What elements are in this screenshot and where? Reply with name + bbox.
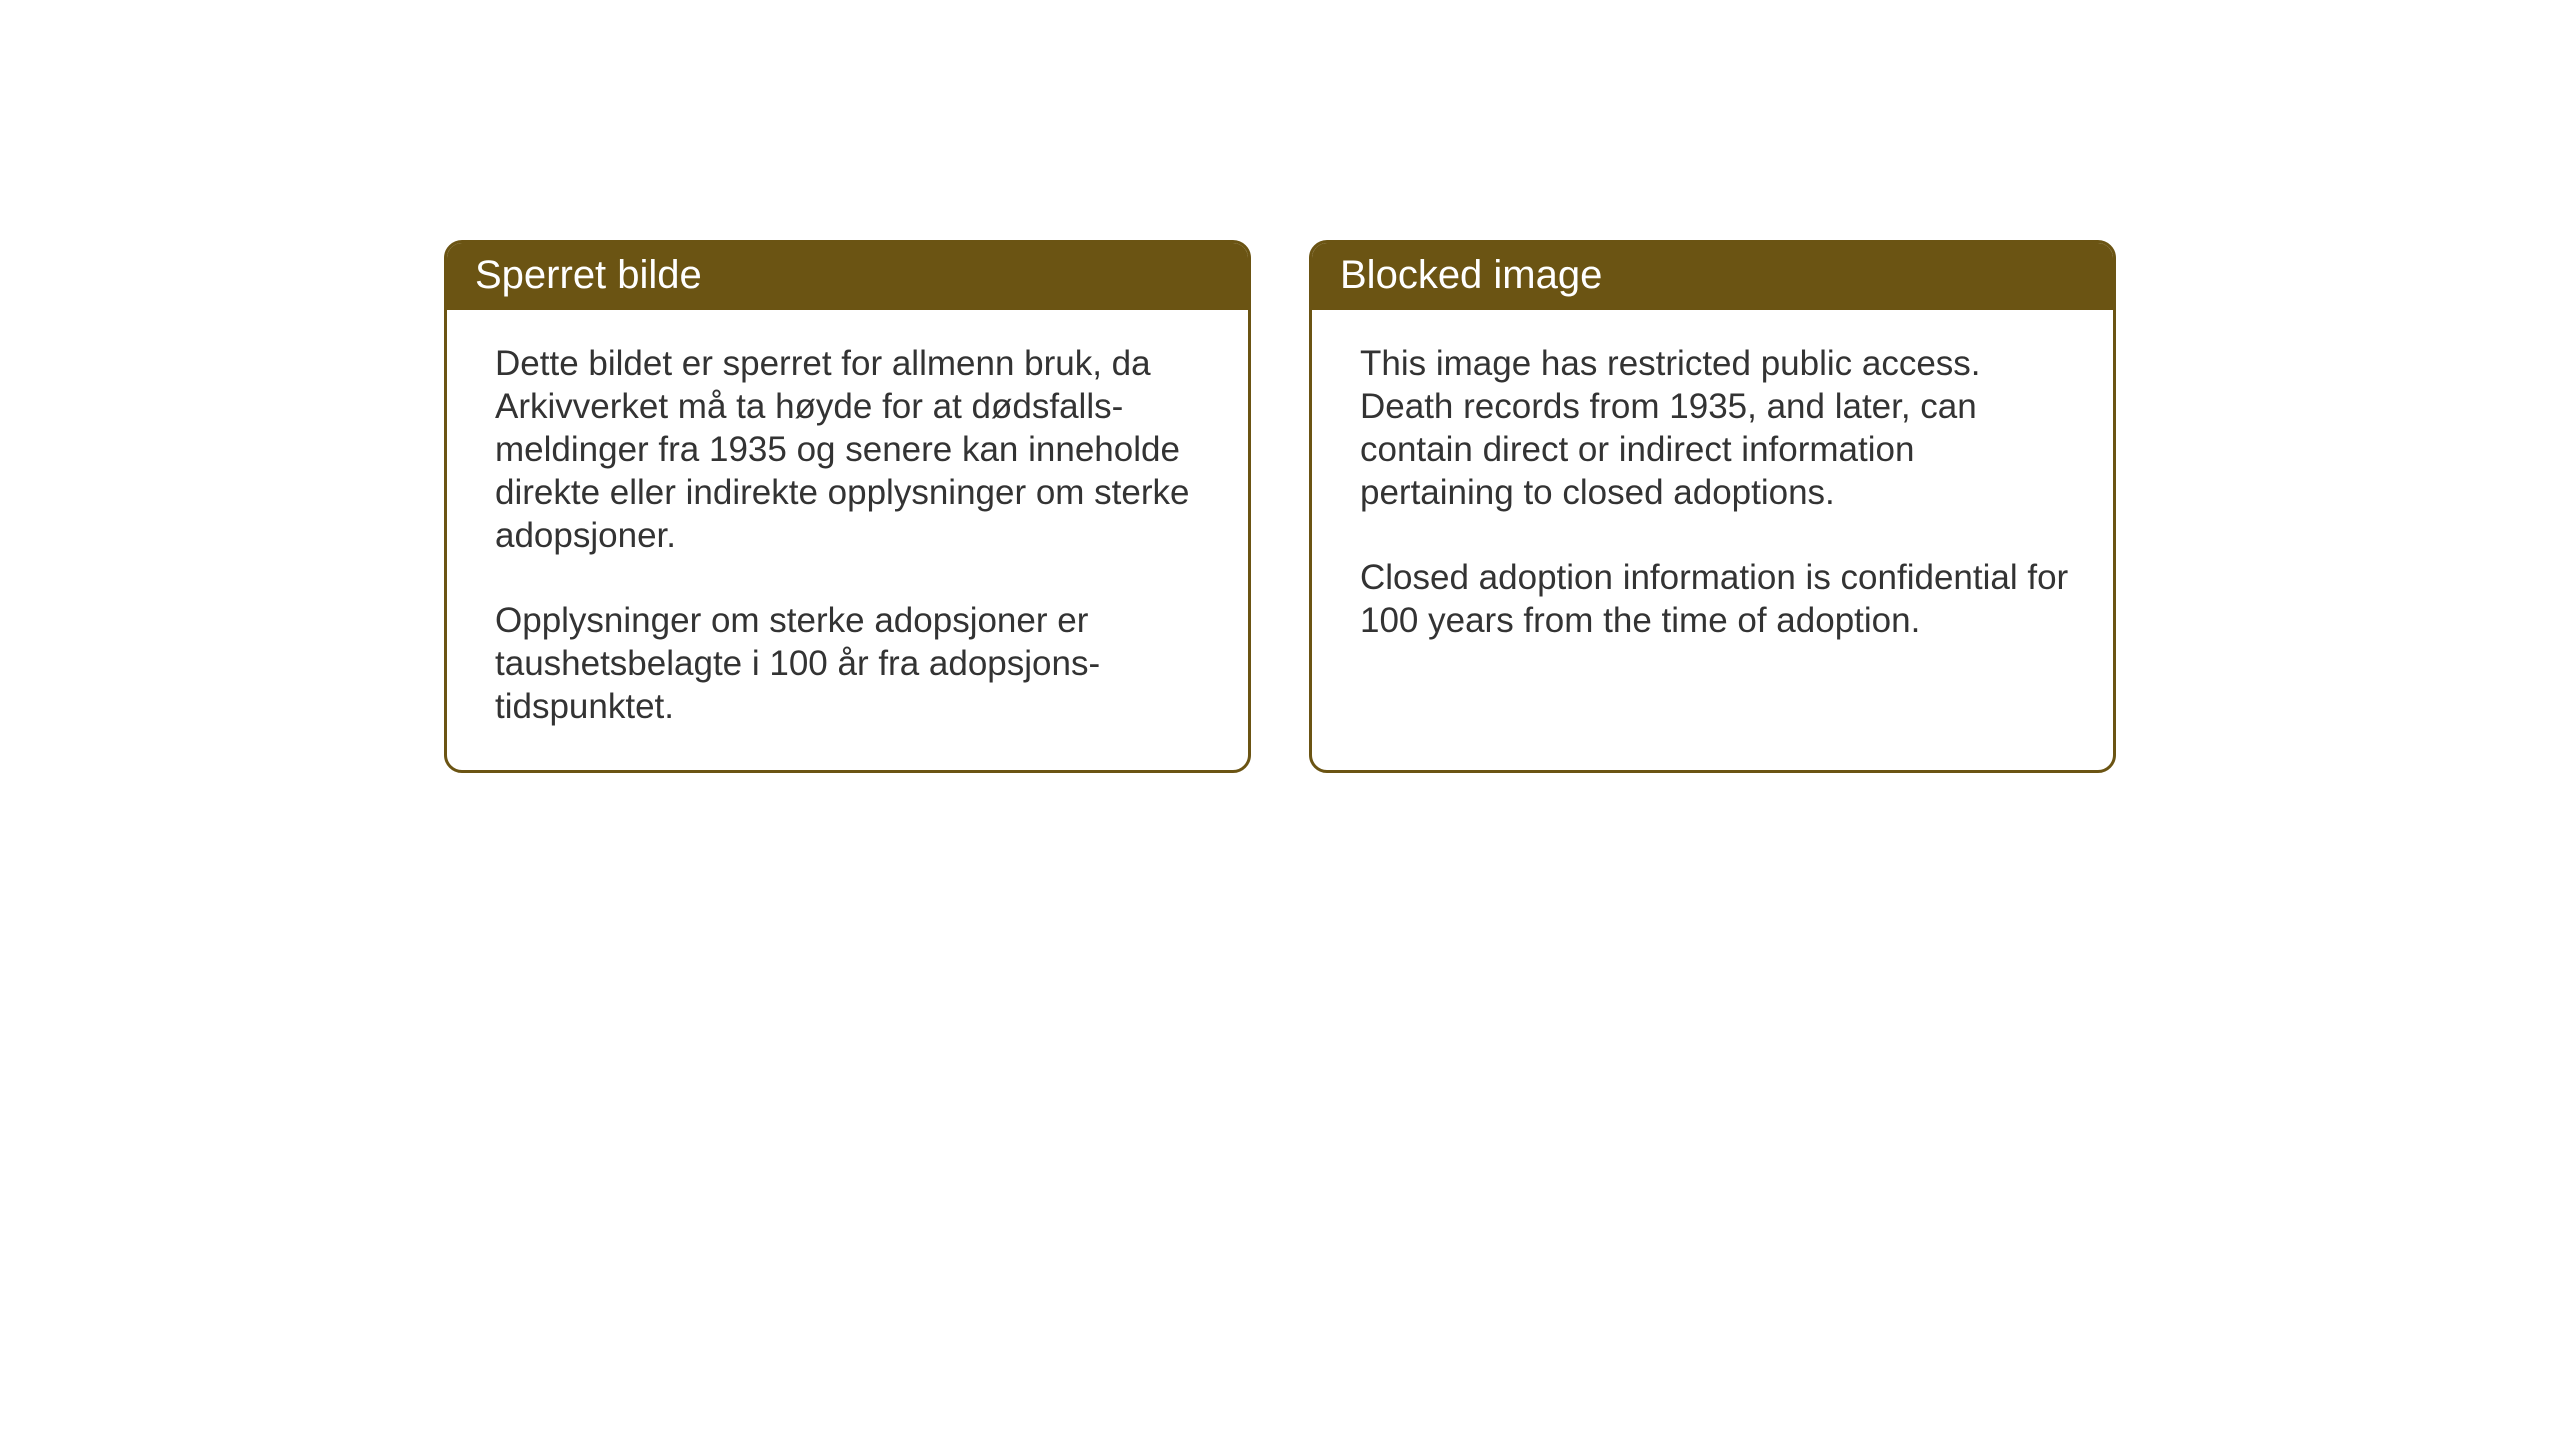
card-header-norwegian: Sperret bilde [447, 243, 1248, 310]
card-paragraph-2: Opplysninger om sterke adopsjoner er tau… [495, 599, 1206, 728]
card-paragraph-1: This image has restricted public access.… [1360, 342, 2071, 514]
card-paragraph-1: Dette bildet er sperret for allmenn bruk… [495, 342, 1206, 557]
card-title: Sperret bilde [475, 253, 702, 297]
card-title: Blocked image [1340, 253, 1602, 297]
card-body-norwegian: Dette bildet er sperret for allmenn bruk… [447, 310, 1248, 770]
notice-card-english: Blocked image This image has restricted … [1309, 240, 2116, 773]
card-header-english: Blocked image [1312, 243, 2113, 310]
notice-container: Sperret bilde Dette bildet er sperret fo… [444, 240, 2116, 773]
card-paragraph-2: Closed adoption information is confident… [1360, 556, 2071, 642]
notice-card-norwegian: Sperret bilde Dette bildet er sperret fo… [444, 240, 1251, 773]
card-body-english: This image has restricted public access.… [1312, 310, 2113, 750]
